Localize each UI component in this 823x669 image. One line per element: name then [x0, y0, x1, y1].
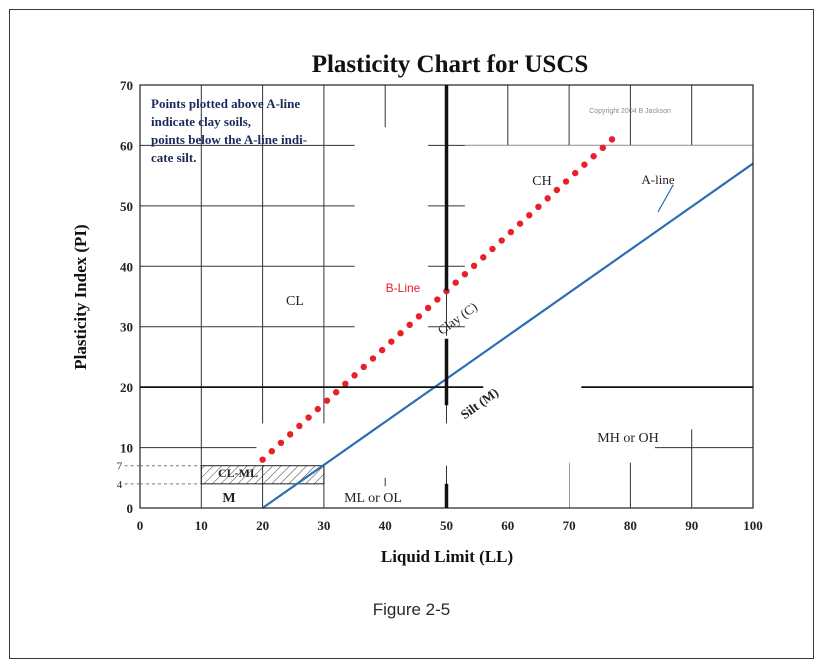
x-tick-label: 40	[379, 518, 392, 533]
series-b-line-point	[378, 346, 386, 354]
note-line: points below the A-line indi-	[151, 132, 307, 147]
y-tick-label: 30	[120, 320, 133, 335]
series-b-line-point	[489, 245, 496, 253]
series-b-line-point	[608, 136, 616, 143]
region-label-mh-oh: MH or OH	[597, 431, 658, 446]
y-tick-label: 60	[120, 138, 133, 153]
series-b-line-point	[572, 169, 579, 177]
label-backdrop	[354, 127, 429, 478]
series-b-line-point	[452, 279, 459, 286]
note-text: Points plotted above A-line indicate cla…	[151, 96, 307, 165]
series-b-line-point	[323, 397, 331, 404]
series-b-line-point	[397, 330, 404, 337]
region-label-ch: CH	[532, 174, 551, 189]
x-tick-label: 80	[624, 518, 637, 533]
series-b-line-point	[259, 456, 266, 463]
series-b-line-point	[590, 153, 597, 160]
label-backdrop	[464, 145, 803, 430]
x-axis-label: Liquid Limit (LL)	[381, 547, 513, 566]
x-tick-label: 70	[563, 518, 576, 533]
series-b-line-point	[498, 237, 505, 244]
series-b-line-point	[286, 431, 294, 438]
x-tick-label: 0	[137, 518, 144, 533]
y-tick-label: 10	[120, 441, 133, 456]
cl-ml-zone	[200, 465, 325, 485]
region-label-ml-ol: ML or OL	[344, 491, 402, 506]
series-b-line-point	[544, 195, 551, 202]
series-b-line-point	[342, 380, 349, 388]
chart-title: Plasticity Chart for USCS	[312, 51, 589, 78]
series-b-line-point	[434, 296, 441, 303]
series-b-line-point	[360, 363, 367, 371]
grid	[140, 85, 803, 517]
y-tick-label: 40	[120, 259, 133, 274]
x-tick-label: 10	[195, 518, 208, 533]
series-b-line-point	[277, 439, 285, 447]
region-label-m: M	[222, 491, 235, 506]
series-b-line-point	[332, 389, 340, 396]
series-b-line-point	[351, 372, 358, 379]
series-b-line-point	[526, 212, 533, 219]
series-b-line-point	[314, 405, 321, 413]
series-b-line-point	[535, 203, 542, 211]
series-b-line-point	[268, 448, 275, 455]
series-b-line-point	[516, 220, 524, 227]
series-a-line	[261, 162, 754, 509]
y-axis-label: Plasticity Index (PI)	[71, 224, 90, 369]
axes: 0 10 20 30 40 50 60 70 80 90 100 0 10 20 30 40 50 60 70 4 7	[117, 78, 763, 533]
x-tick-label: 100	[743, 518, 763, 533]
figure-caption: Figure 2-5	[372, 600, 451, 619]
note-line: Points plotted above A-line	[151, 96, 300, 111]
series-b-line-point	[424, 304, 432, 312]
y-tick-label: 70	[120, 78, 133, 93]
series-b-line-point	[507, 228, 515, 236]
region-label-cl-ml: CL-ML	[218, 466, 258, 480]
series-b-line-point	[415, 313, 423, 320]
x-tick-label: 90	[685, 518, 698, 533]
series-b-line-point	[562, 178, 570, 185]
series-b-line-point	[581, 161, 588, 168]
series-b-line-point	[305, 414, 312, 421]
x-tick-label: 50	[440, 518, 453, 533]
y-tick-label: 20	[120, 380, 133, 395]
a-line-label: A-line	[641, 172, 674, 187]
copyright-text: Copyright 2004 B Jackson	[589, 108, 671, 115]
x-tick-label: 30	[317, 518, 330, 533]
label-backdrop	[495, 425, 631, 463]
label-backdrop	[372, 486, 496, 517]
series-b-line-point	[388, 338, 395, 345]
region-label-cl: CL	[286, 294, 304, 309]
a-line-leader	[657, 184, 674, 213]
y-tick-label-minor: 4	[117, 479, 123, 491]
note-line: indicate clay soils,	[151, 114, 251, 129]
y-tick-label-minor: 7	[117, 461, 123, 473]
series-lines	[259, 136, 754, 509]
x-tick-label: 60	[501, 518, 514, 533]
label-backdrop	[385, 335, 600, 366]
x-tick-label: 20	[256, 518, 269, 533]
note-line: cate silt.	[151, 150, 196, 165]
series-b-line-point	[553, 186, 561, 194]
series-b-line-point	[470, 262, 478, 270]
series-b-line-point	[480, 254, 487, 261]
y-tick-label: 0	[127, 501, 134, 516]
b-line-label: B-Line	[386, 281, 421, 295]
series-b-line-point	[296, 422, 303, 430]
series-b-line-point	[461, 271, 469, 278]
series-b-line-point	[599, 144, 607, 152]
y-tick-label: 50	[120, 199, 133, 214]
series-b-line-point	[369, 355, 377, 362]
series-b-line-point	[406, 321, 413, 329]
regions	[200, 465, 325, 485]
